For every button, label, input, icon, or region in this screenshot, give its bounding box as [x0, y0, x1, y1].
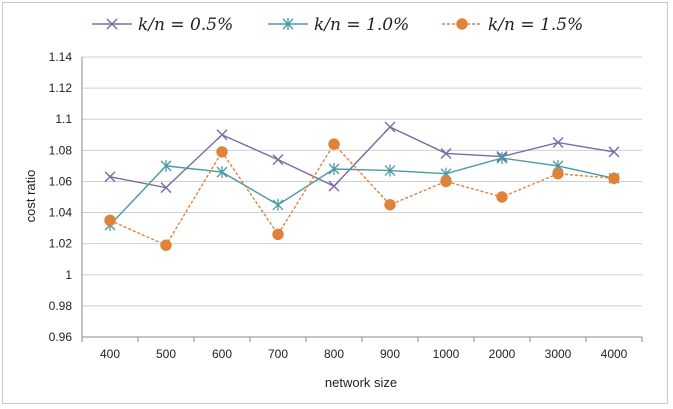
y-tick-label: 0.98: [49, 299, 73, 313]
data-point-series-1: [328, 180, 340, 192]
data-point-series-3: [384, 199, 396, 211]
x-tick-label: 500: [156, 347, 176, 361]
data-point-series-1: [552, 137, 564, 149]
x-tick-label: 700: [268, 347, 288, 361]
legend-marker: [282, 18, 294, 30]
data-point-series-1: [440, 147, 452, 159]
y-tick-label: 0.96: [49, 330, 73, 344]
data-point-series-3: [440, 175, 452, 188]
x-tick-label: 400: [100, 347, 120, 361]
y-axis-label: cost ratio: [23, 170, 38, 223]
data-point-series-3: [104, 214, 116, 227]
y-tick-label: 1.06: [49, 174, 73, 188]
y-tick-label: 1.14: [49, 50, 73, 64]
y-tick-label: 1: [65, 268, 72, 282]
y-tick-label: 1.1: [55, 112, 72, 126]
data-point-series-3: [160, 239, 172, 251]
data-point-series-1: [384, 121, 396, 133]
legend-item-1: k/n = 0.5%: [92, 15, 233, 35]
x-tick-label: 4000: [601, 347, 628, 361]
data-point-series-3: [608, 172, 620, 185]
data-point-series-3: [496, 191, 508, 203]
x-tick-label: 1000: [433, 347, 460, 361]
y-tick-label: 1.08: [49, 143, 73, 157]
data-point-series-2: [216, 166, 228, 179]
data-point-series-3: [216, 146, 228, 158]
y-tick-label: 1.02: [49, 237, 73, 251]
data-point-series-3: [552, 167, 564, 180]
data-point-series-3: [272, 228, 284, 241]
series-line-2: [109, 157, 615, 226]
legend-label: k/n = 0.5%: [138, 15, 233, 35]
legend-label: k/n = 1.0%: [314, 15, 409, 35]
gridlines: [82, 56, 642, 338]
y-tick-label: 1.04: [49, 206, 73, 220]
data-point-series-3: [328, 138, 340, 150]
data-point-series-2: [384, 164, 396, 177]
y-tick-labels: 0.96 0.98 1 1.02 1.04 1.06 1.08 1.1 1.12 1.14: [49, 50, 73, 344]
x-tick-label: 800: [324, 347, 344, 361]
x-tick-label: 3000: [545, 347, 572, 361]
legend: k/n = 0.5% k/n = 1.0% k/n = 1.5%: [92, 15, 583, 35]
legend-marker: [456, 18, 468, 30]
data-point-series-1: [160, 182, 172, 194]
legend-marker: [106, 18, 118, 30]
axes: [81, 57, 643, 342]
x-tick-labels: 400 500 600 700 800 900 1000 2000 3000 4000: [100, 347, 628, 361]
legend-item-2: k/n = 1.0%: [268, 15, 409, 35]
legend-label: k/n = 1.5%: [488, 15, 583, 35]
data-point-series-2: [160, 159, 172, 172]
x-axis-label: network size: [325, 375, 397, 390]
data-point-series-2: [496, 152, 508, 165]
data-point-series-2: [272, 198, 284, 211]
series-line-3: [109, 142, 615, 247]
data-point-series-1: [104, 171, 116, 183]
data-point-series-1: [216, 129, 228, 141]
x-tick-label: 900: [380, 347, 400, 361]
data-point-series-1: [608, 146, 620, 158]
series-group: [104, 121, 620, 251]
data-point-series-1: [272, 154, 284, 166]
x-tick-label: 600: [212, 347, 232, 361]
series-line-1: [109, 126, 615, 189]
y-tick-label: 1.12: [49, 81, 73, 95]
legend-item-3: k/n = 1.5%: [442, 15, 583, 35]
x-tick-label: 2000: [489, 347, 516, 361]
data-point-series-2: [328, 163, 340, 175]
